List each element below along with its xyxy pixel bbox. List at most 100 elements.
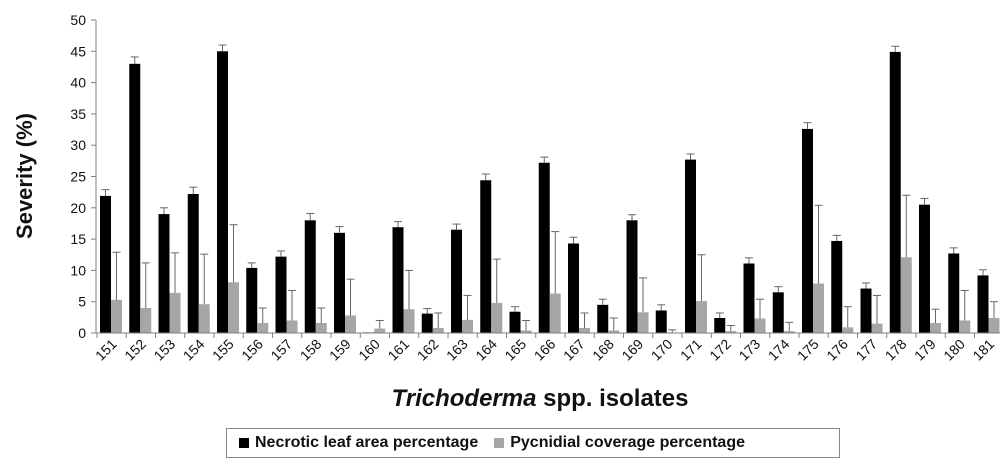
- x-tick-label: 160: [355, 336, 383, 364]
- x-tick-label: 154: [180, 336, 208, 364]
- x-tick-label: 171: [677, 336, 705, 364]
- bar-pycnidial: [842, 327, 854, 333]
- x-tick-label: 166: [531, 336, 559, 364]
- bar-pycnidial: [286, 320, 298, 333]
- bar-necrotic: [217, 51, 228, 334]
- bar-necrotic: [597, 304, 609, 333]
- x-axis-ticks: 151 152 153 154 155 156 157 158 159 160 161 162 163 1…: [92, 333, 997, 364]
- error-bars-group: [101, 44, 998, 333]
- bar-necrotic: [802, 128, 813, 333]
- bar-necrotic: [948, 253, 960, 333]
- bar-pycnidial: [403, 309, 415, 333]
- bar-pycnidial: [988, 317, 1000, 333]
- x-tick-label: 174: [765, 336, 793, 364]
- bar-necrotic: [246, 267, 258, 333]
- bar-necrotic: [421, 313, 433, 333]
- x-tick-label: 153: [150, 336, 178, 364]
- x-tick-label: 176: [823, 336, 851, 364]
- legend: Necrotic leaf area percentage Pycnidial …: [226, 428, 840, 458]
- bar-pycnidial: [169, 292, 181, 333]
- bar-necrotic: [743, 263, 755, 333]
- x-tick-label: 162: [414, 336, 442, 364]
- x-tick-label: 156: [238, 336, 266, 364]
- x-axis-label-italic: Trichoderma: [392, 385, 537, 412]
- legend-item-necrotic: Necrotic leaf area percentage: [239, 434, 478, 452]
- bar-necrotic: [831, 240, 843, 333]
- x-tick-label: 169: [618, 336, 646, 364]
- bar-pycnidial: [725, 331, 737, 333]
- bar-pycnidial: [959, 320, 971, 333]
- bar-necrotic: [919, 204, 930, 333]
- y-tick-label: 15: [70, 231, 86, 247]
- y-tick-label: 5: [78, 294, 86, 310]
- bar-pycnidial: [228, 282, 239, 333]
- bar-pycnidial: [813, 283, 824, 333]
- bar-pycnidial: [198, 304, 210, 333]
- y-axis-label: Severity (%): [12, 113, 37, 239]
- bar-pycnidial: [140, 307, 152, 333]
- legend-swatch-pycnidial: [494, 438, 505, 448]
- bar-pycnidial: [520, 330, 532, 333]
- x-tick-label: 161: [384, 336, 412, 364]
- bar-necrotic: [509, 311, 521, 333]
- x-tick-label: 175: [794, 336, 822, 364]
- y-tick-label: 25: [70, 169, 86, 185]
- legend-swatch-necrotic: [239, 438, 249, 448]
- x-tick-label: 164: [472, 336, 500, 364]
- x-tick-label: 173: [735, 336, 763, 364]
- bar-pycnidial: [637, 312, 649, 333]
- bar-pycnidial: [491, 302, 503, 333]
- bar-necrotic: [275, 256, 287, 333]
- legend-item-pycnidial: Pycnidial coverage percentage: [494, 434, 745, 452]
- bar-necrotic: [626, 220, 638, 333]
- x-tick-label: 165: [501, 336, 529, 364]
- bar-necrotic: [480, 180, 492, 333]
- x-tick-label: 152: [121, 336, 149, 364]
- bar-pycnidial: [900, 257, 912, 333]
- x-tick-label: 167: [560, 336, 588, 364]
- y-axis-ticks: 0 5 10 15 20 25 30 35 40 45 50: [70, 12, 96, 341]
- bar-necrotic: [392, 227, 404, 333]
- bar-pycnidial: [111, 299, 122, 333]
- bar-necrotic: [860, 288, 872, 333]
- bar-necrotic: [977, 275, 989, 333]
- y-tick-label: 30: [70, 137, 86, 153]
- bar-pycnidial: [871, 323, 883, 333]
- legend-label-pycnidial: Pycnidial coverage percentage: [510, 434, 745, 451]
- x-tick-label: 179: [911, 336, 939, 364]
- bar-necrotic: [129, 63, 141, 333]
- x-tick-label: 151: [92, 336, 120, 364]
- bar-necrotic: [158, 214, 170, 333]
- x-tick-label: 159: [326, 336, 354, 364]
- x-tick-label: 172: [706, 336, 734, 364]
- bar-pycnidial: [754, 318, 766, 333]
- y-tick-label: 10: [70, 262, 86, 278]
- x-tick-label: 177: [852, 336, 880, 364]
- x-tick-label: 155: [209, 336, 237, 364]
- bar-necrotic: [772, 292, 784, 333]
- x-tick-label: 157: [267, 336, 295, 364]
- x-tick-label: 181: [969, 336, 997, 364]
- bar-pycnidial: [315, 322, 327, 333]
- bar-pycnidial: [462, 319, 473, 333]
- bar-necrotic: [451, 229, 462, 333]
- bar-pycnidial: [783, 331, 795, 333]
- y-tick-label: 50: [70, 12, 86, 28]
- y-tick-label: 35: [70, 106, 86, 122]
- bar-pycnidial: [696, 301, 707, 333]
- bar-pycnidial: [608, 330, 620, 333]
- bar-pycnidial: [579, 327, 590, 333]
- x-tick-label: 180: [940, 336, 968, 364]
- y-tick-label: 40: [70, 75, 86, 91]
- bar-necrotic: [714, 317, 726, 333]
- bar-pycnidial: [432, 327, 444, 333]
- bar-necrotic: [187, 194, 199, 333]
- x-tick-label: 158: [297, 336, 325, 364]
- bar-pycnidial: [930, 322, 941, 333]
- y-tick-label: 45: [70, 43, 86, 59]
- bars-group: [100, 51, 1000, 334]
- legend-label-necrotic: Necrotic leaf area percentage: [255, 434, 479, 451]
- bar-pycnidial: [345, 315, 356, 333]
- bar-pycnidial: [257, 322, 269, 333]
